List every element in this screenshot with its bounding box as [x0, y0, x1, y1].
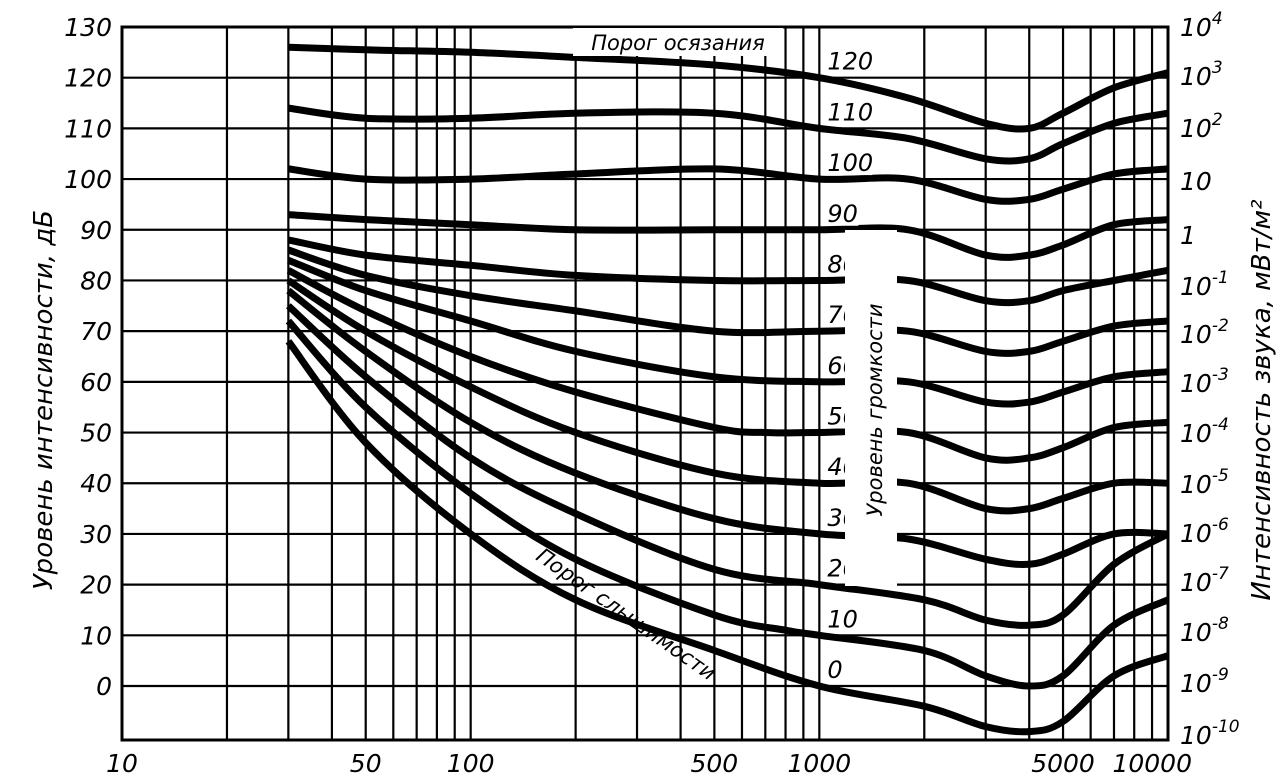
curve-90-phon — [288, 211, 1169, 261]
y-tick-label: 0 — [96, 672, 112, 701]
y-tick-label: 50 — [80, 419, 112, 448]
y2-tick-label: 10-4 — [1180, 415, 1229, 448]
y-tick-label: 30 — [80, 520, 112, 549]
curve-label-90: 90 — [827, 200, 858, 228]
x-tick-label: 10000 — [1112, 749, 1192, 778]
curve-50-phon — [286, 267, 1169, 464]
y-tick-label: 10 — [80, 621, 112, 650]
curve-70-phon — [287, 246, 1169, 357]
curve-80-phon — [287, 236, 1169, 307]
y-tick-label: 80 — [80, 266, 112, 295]
curve-100-phon — [287, 165, 1169, 205]
y2-tick-label: 10-8 — [1180, 614, 1229, 647]
y2-tick-label: 103 — [1180, 58, 1223, 91]
curve-label-120: 120 — [827, 48, 873, 76]
curve-label-0: 0 — [827, 656, 842, 684]
y2-tick-label: 10-3 — [1180, 365, 1229, 398]
x-tick-label: 50 — [350, 749, 382, 778]
y-tick-label: 120 — [64, 64, 112, 93]
curve-40-phon — [286, 277, 1169, 515]
loudness-level-label: Уровень громкости — [863, 303, 887, 516]
y2-tick-label: 10-5 — [1180, 466, 1229, 499]
y-tick-label: 60 — [80, 368, 112, 397]
curve-label-bg — [824, 149, 873, 176]
y2-tick-label: 102 — [1180, 110, 1223, 143]
y-tick-label: 100 — [64, 165, 112, 194]
y2-tick-label: 10-9 — [1180, 665, 1229, 698]
y2-tick-label: 10-1 — [1180, 268, 1229, 301]
curve-30-phon — [286, 287, 1169, 569]
y-tick-label: 90 — [80, 216, 112, 245]
grid — [120, 25, 1170, 742]
curve-20-phon — [286, 303, 1170, 629]
y-tick-label: 110 — [64, 114, 112, 143]
y2-axis-label: Интенсивность звука, мВт/м² — [1247, 199, 1277, 600]
y2-tick-label: 10-6 — [1180, 515, 1229, 548]
curve-label-bg — [824, 199, 859, 226]
curve-label-bg — [824, 605, 859, 632]
y-tick-label: 130 — [64, 13, 112, 42]
touch-threshold-annotation: Порог осязания — [573, 28, 783, 56]
plot-frame — [120, 25, 1170, 742]
y-tick-label: 20 — [80, 571, 112, 600]
curve-10-phon — [285, 318, 1170, 690]
curve-label-bg — [824, 98, 873, 125]
curve-120-phon — [288, 43, 1169, 133]
y-tick-label: 70 — [80, 317, 112, 346]
x-tick-label: 500 — [691, 749, 739, 778]
y2-tick-label: 10 — [1180, 167, 1212, 196]
y2-tick-label: 1 — [1180, 221, 1196, 250]
x-tick-label: 10 — [106, 749, 138, 778]
x-tick-label: 1000 — [788, 749, 852, 778]
tick-labels: 10 50 100 500 1000 5000 1000013012011010090807… — [64, 9, 1239, 778]
y2-tick-label: 104 — [1180, 9, 1223, 42]
curve-label-10: 10 — [827, 605, 858, 633]
curve-0-phon — [285, 339, 1170, 736]
curve-label-bg — [824, 656, 845, 682]
y-axis-label: Уровень интенсивности, дБ — [29, 210, 59, 590]
curve-label-bg — [824, 47, 873, 74]
y2-tick-label: 10-10 — [1180, 717, 1240, 750]
y-tick-label: 40 — [80, 469, 112, 498]
curve-60-phon — [287, 256, 1169, 408]
loudness-level-annotation: Уровень громкости — [845, 230, 897, 586]
x-tick-label: 5000 — [1031, 749, 1095, 778]
y2-tick-label: 10-7 — [1180, 564, 1229, 597]
touch-threshold-label: Порог осязания — [591, 31, 765, 55]
curve-label-110: 110 — [827, 98, 873, 126]
y2-tick-label: 10-2 — [1180, 316, 1229, 349]
curve-110-phon — [287, 104, 1169, 165]
curve-label-100: 100 — [827, 149, 873, 177]
x-tick-label: 100 — [447, 749, 495, 778]
